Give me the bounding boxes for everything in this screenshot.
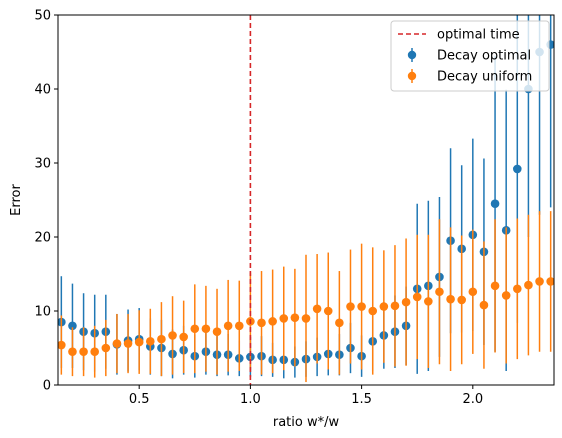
data-point [357, 302, 366, 311]
data-point [346, 302, 355, 311]
data-point [301, 314, 311, 323]
data-point [290, 313, 300, 322]
data-point [535, 277, 544, 286]
data-point [79, 347, 88, 357]
legend-box [390, 20, 550, 92]
data-point [446, 294, 455, 304]
data-point [234, 321, 244, 331]
y-axis-label: Error [9, 184, 24, 216]
x-tick-label: 1.0 [240, 392, 261, 407]
data-point [513, 164, 522, 174]
data-point [279, 314, 289, 323]
data-point [513, 284, 522, 294]
data-point [457, 295, 466, 305]
data-point [157, 334, 166, 344]
data-point [68, 321, 77, 331]
data-point [112, 339, 122, 348]
legend-decay-uniform-label: Decay uniform [437, 70, 532, 85]
data-point [179, 332, 188, 342]
y-tick-label: 30 [34, 157, 51, 172]
data-point [412, 292, 422, 302]
data-point [123, 339, 133, 348]
data-point [223, 321, 233, 331]
legend-optimal-time-label: optimal time [437, 28, 520, 43]
legend: optimal time Decay optimal Decay uniform [390, 20, 550, 92]
x-axis-label: ratio w*/w [273, 415, 340, 430]
y-tick-label: 10 [34, 305, 51, 320]
plot-frame [57, 14, 555, 386]
data-point [101, 343, 111, 353]
data-point [490, 199, 500, 208]
y-tick-label: 40 [34, 83, 51, 98]
x-tick-label: 0.5 [129, 392, 150, 407]
data-point [58, 340, 66, 350]
data-point [490, 281, 500, 291]
data-point [268, 317, 277, 326]
data-point [390, 301, 400, 311]
data-point [524, 280, 533, 290]
data-point [134, 337, 144, 347]
data-point [212, 327, 222, 337]
data-point [368, 306, 378, 316]
data-point [468, 287, 478, 297]
data-point [501, 291, 511, 300]
data-point [190, 324, 200, 334]
data-point [323, 306, 333, 316]
data-point [435, 287, 444, 297]
data-point [401, 297, 411, 307]
data-point [90, 347, 99, 357]
axes: 0.5 1.0 1.5 2.0 0 10 20 30 40 50 [34, 9, 483, 408]
data-point [257, 318, 266, 328]
legend-decay-optimal-marker [407, 48, 417, 62]
data-point [168, 331, 177, 340]
y-tick-label: 0 [43, 379, 51, 394]
data-point [68, 347, 77, 357]
data-point [379, 302, 389, 311]
series-decay-uniform [58, 211, 554, 383]
x-tick-label: 1.5 [351, 392, 372, 407]
data-point [424, 297, 433, 306]
data-point [546, 277, 554, 286]
data-point [479, 300, 489, 310]
y-tick-label: 50 [34, 9, 51, 24]
x-tick-label: 2.0 [462, 392, 483, 407]
data-point [312, 304, 322, 314]
legend-decay-optimal-label: Decay optimal [437, 49, 531, 64]
plot-area [58, 15, 554, 385]
legend-decay-uniform-marker [407, 69, 417, 83]
data-point [146, 337, 155, 346]
data-point [335, 318, 344, 328]
y-tick-label: 20 [34, 231, 51, 246]
data-point [201, 324, 211, 334]
